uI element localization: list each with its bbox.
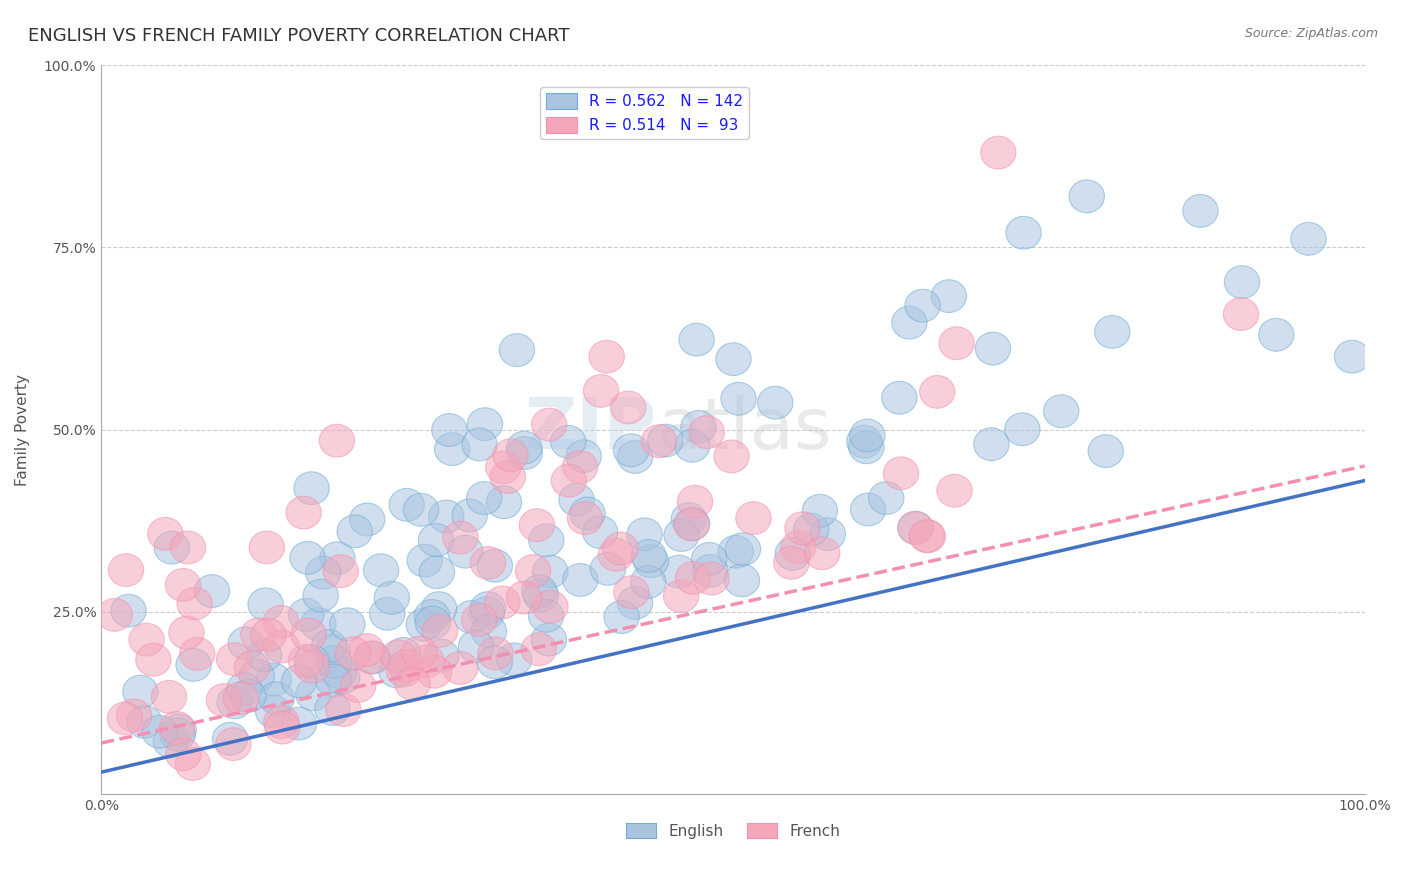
Legend: English, French: English, French (620, 816, 846, 845)
Text: atlas: atlas (657, 395, 831, 464)
Text: Source: ZipAtlas.com: Source: ZipAtlas.com (1244, 27, 1378, 40)
Text: ZIP: ZIP (524, 395, 657, 464)
Text: ENGLISH VS FRENCH FAMILY POVERTY CORRELATION CHART: ENGLISH VS FRENCH FAMILY POVERTY CORRELA… (28, 27, 569, 45)
Y-axis label: Family Poverty: Family Poverty (15, 374, 30, 485)
